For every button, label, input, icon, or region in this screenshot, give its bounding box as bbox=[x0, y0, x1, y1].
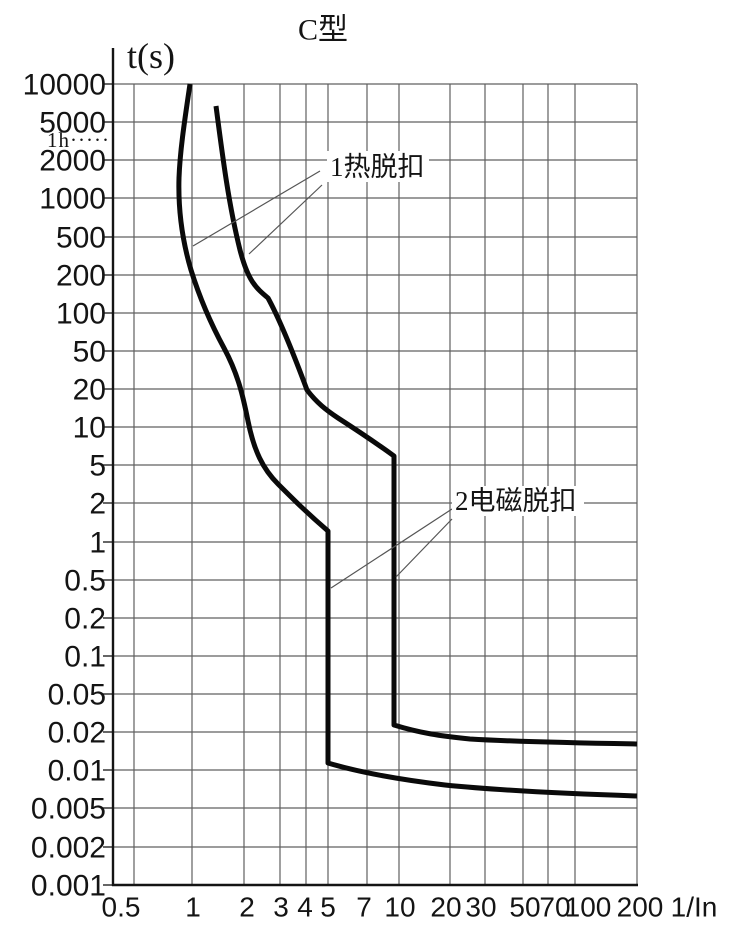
magnetic-trip-leader-lines bbox=[330, 508, 453, 589]
thermal-trip-label-backing bbox=[327, 151, 429, 182]
chart-title: C型 bbox=[298, 14, 348, 47]
y-tick-label: 200 bbox=[56, 260, 106, 293]
x-tick-label: 10 bbox=[384, 892, 415, 923]
y-tick-label: 2000 bbox=[39, 145, 106, 178]
y-tick-label: 2 bbox=[89, 488, 106, 521]
thermal-leader-to-curve-1 bbox=[192, 170, 321, 247]
y-tick-label: 0.005 bbox=[31, 793, 106, 826]
y-tick-label: 0.05 bbox=[48, 679, 106, 712]
y-tick-label: 1000 bbox=[39, 183, 106, 216]
y-tick-label: 0.2 bbox=[64, 603, 106, 636]
y-axis-label: t(s) bbox=[127, 36, 175, 76]
y-tick-label: 5000 bbox=[39, 107, 106, 140]
thermal-trip-label: 1热脱扣 bbox=[330, 152, 425, 182]
y-tick-label: 0.002 bbox=[31, 832, 106, 865]
magnetic-leader-to-curve-2 bbox=[395, 518, 453, 578]
y-tick-label: 5 bbox=[89, 450, 106, 483]
y-tick-label: 0.1 bbox=[64, 641, 106, 674]
x-tick-label: 30 bbox=[465, 892, 496, 923]
x-axis-label: 1/In bbox=[671, 892, 718, 923]
y-tick-label: 1 bbox=[89, 527, 106, 560]
x-tick-label: 2 bbox=[239, 892, 255, 923]
y-tick-label: 500 bbox=[56, 222, 106, 255]
magnetic-leader-to-curve-1 bbox=[330, 508, 453, 589]
y-tick-label: 10 bbox=[73, 412, 106, 445]
x-tick-label: 100 bbox=[565, 892, 612, 923]
y-axis-ticks bbox=[103, 83, 113, 886]
x-tick-label: 3 bbox=[273, 892, 289, 923]
y-tick-label: 0.02 bbox=[48, 717, 106, 750]
y-tick-label: 100 bbox=[56, 298, 106, 331]
thermal-trip-leader-lines bbox=[192, 170, 323, 255]
y-tick-label: 10000 bbox=[23, 69, 106, 102]
y-tick-label: 0.5 bbox=[64, 565, 106, 598]
trip-curve-upper bbox=[213, 105, 638, 747]
x-tick-label: 70 bbox=[539, 892, 570, 923]
x-tick-label: 200 bbox=[617, 892, 664, 923]
x-tick-label: 0.5 bbox=[102, 892, 141, 923]
trip-curve-lower bbox=[176, 83, 638, 799]
y-tick-label: 0.001 bbox=[31, 870, 106, 903]
y-tick-labels: 10000 5000 2000 1000 500 200 100 50 20 1… bbox=[23, 69, 106, 903]
x-tick-label: 20 bbox=[430, 892, 461, 923]
x-tick-label: 5 bbox=[320, 892, 336, 923]
y-tick-label: 20 bbox=[73, 374, 106, 407]
magnetic-trip-label: 2电磁脱扣 bbox=[455, 486, 577, 516]
y-tick-label: 0.01 bbox=[48, 755, 106, 788]
x-tick-label: 1 bbox=[185, 892, 201, 923]
x-tick-label: 50 bbox=[509, 892, 540, 923]
horizontal-gridlines bbox=[113, 83, 637, 848]
one-hour-marker: 1h····· bbox=[47, 128, 110, 152]
x-tick-label: 7 bbox=[356, 892, 372, 923]
magnetic-trip-label-backing bbox=[452, 486, 584, 516]
x-tick-labels: 0.5 1 2 3 4 5 7 10 20 30 50 70 100 200 bbox=[102, 892, 664, 923]
x-tick-label: 4 bbox=[297, 892, 313, 923]
thermal-leader-to-curve-2 bbox=[248, 184, 323, 255]
y-tick-label: 50 bbox=[73, 336, 106, 369]
